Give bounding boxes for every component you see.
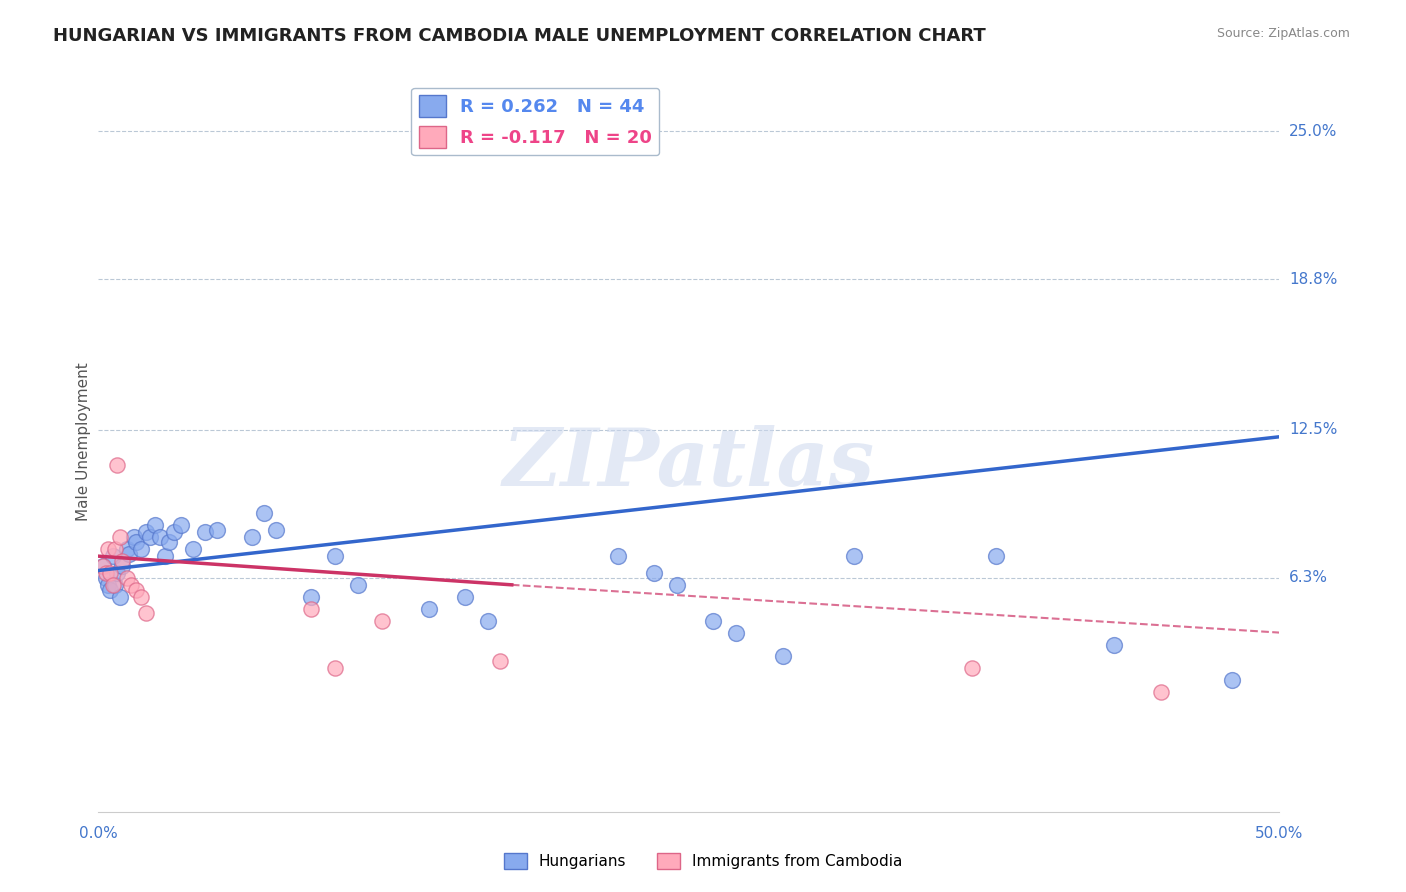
Point [121,578,143,592]
Point [643,566,665,580]
Point [108,530,131,544]
Point [253,506,276,520]
Point [135,525,157,540]
Point [143,518,166,533]
Point [122,530,145,544]
Point [125,582,148,597]
Point [453,590,475,604]
Point [98,566,121,580]
Point [91,558,114,573]
Point [149,530,172,544]
Point [1220,673,1243,688]
Point [91,558,114,573]
Point [194,525,217,540]
Point [105,458,128,473]
Point [299,590,322,604]
Point [371,614,394,628]
Point [772,649,794,664]
Legend: Hungarians, Immigrants from Cambodia: Hungarians, Immigrants from Cambodia [498,847,908,875]
Point [129,590,152,604]
Point [163,525,186,540]
Point [962,661,984,675]
Point [97,541,120,556]
Text: 50.0%: 50.0% [1256,826,1303,841]
Point [1102,638,1125,652]
Point [101,549,124,564]
Point [135,607,157,621]
Point [111,554,134,568]
Text: 0.0%: 0.0% [79,826,118,841]
Legend: R = 0.262   N = 44, R = -0.117   N = 20: R = 0.262 N = 44, R = -0.117 N = 20 [412,87,659,155]
Y-axis label: Male Unemployment: Male Unemployment [76,362,91,521]
Point [240,530,263,544]
Point [323,661,346,675]
Point [264,523,287,537]
Point [666,578,689,592]
Point [984,549,1007,564]
Point [477,614,499,628]
Point [118,547,141,561]
Point [170,518,193,533]
Text: 18.8%: 18.8% [1289,272,1337,286]
Point [181,541,204,556]
Point [607,549,630,564]
Point [111,558,134,573]
Point [125,534,148,549]
Point [1150,685,1173,699]
Point [108,590,131,604]
Point [101,578,124,592]
Point [418,601,440,615]
Point [129,541,152,556]
Point [115,541,138,556]
Text: ZIPatlas: ZIPatlas [503,425,875,502]
Point [104,541,127,556]
Text: Source: ZipAtlas.com: Source: ZipAtlas.com [1216,27,1350,40]
Point [115,571,138,585]
Point [97,578,120,592]
Point [94,571,117,585]
Point [157,534,180,549]
Text: HUNGARIAN VS IMMIGRANTS FROM CAMBODIA MALE UNEMPLOYMENT CORRELATION CHART: HUNGARIAN VS IMMIGRANTS FROM CAMBODIA MA… [53,27,986,45]
Point [139,530,162,544]
Point [489,654,512,668]
Text: 12.5%: 12.5% [1289,422,1337,437]
Text: 6.3%: 6.3% [1289,570,1327,585]
Point [98,582,121,597]
Point [347,578,370,592]
Point [153,549,176,564]
Point [702,614,724,628]
Point [205,523,228,537]
Text: 25.0%: 25.0% [1289,124,1337,138]
Point [94,566,117,580]
Point [104,578,127,592]
Point [844,549,866,564]
Point [725,625,748,640]
Point [323,549,346,564]
Point [105,566,128,580]
Point [299,601,322,615]
